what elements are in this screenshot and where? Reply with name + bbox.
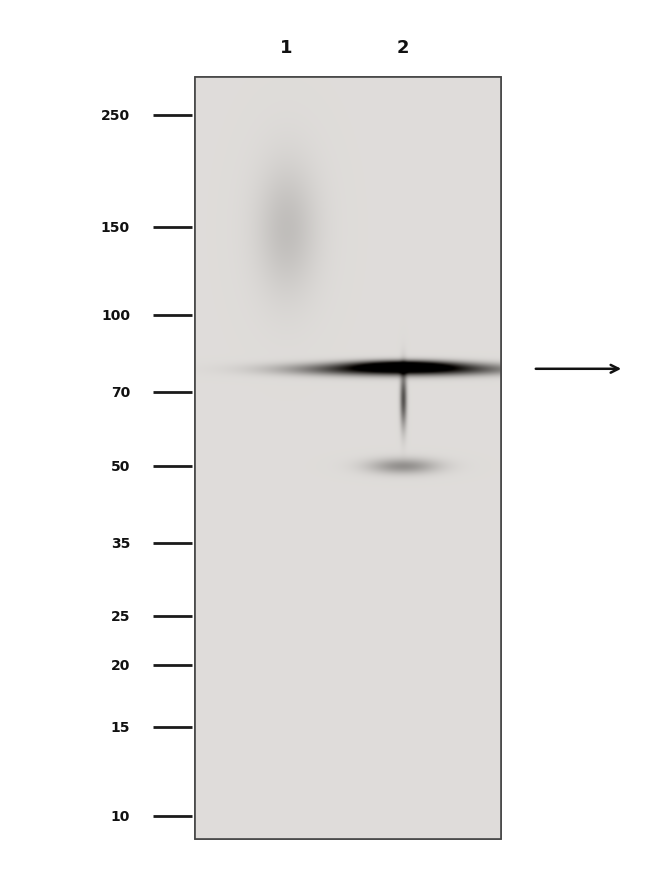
Bar [195,78,500,839]
Text: 150: 150 [101,220,130,235]
Text: 15: 15 [111,720,130,734]
Text: 50: 50 [111,459,130,473]
Text: 25: 25 [111,610,130,624]
Bar [195,78,500,839]
Text: 100: 100 [101,308,130,322]
Text: 20: 20 [111,658,130,672]
Text: 10: 10 [111,809,130,823]
Text: 70: 70 [111,386,130,400]
Text: 35: 35 [111,536,130,550]
Text: 2: 2 [396,39,409,56]
Text: 1: 1 [280,39,293,56]
Text: 250: 250 [101,109,130,123]
